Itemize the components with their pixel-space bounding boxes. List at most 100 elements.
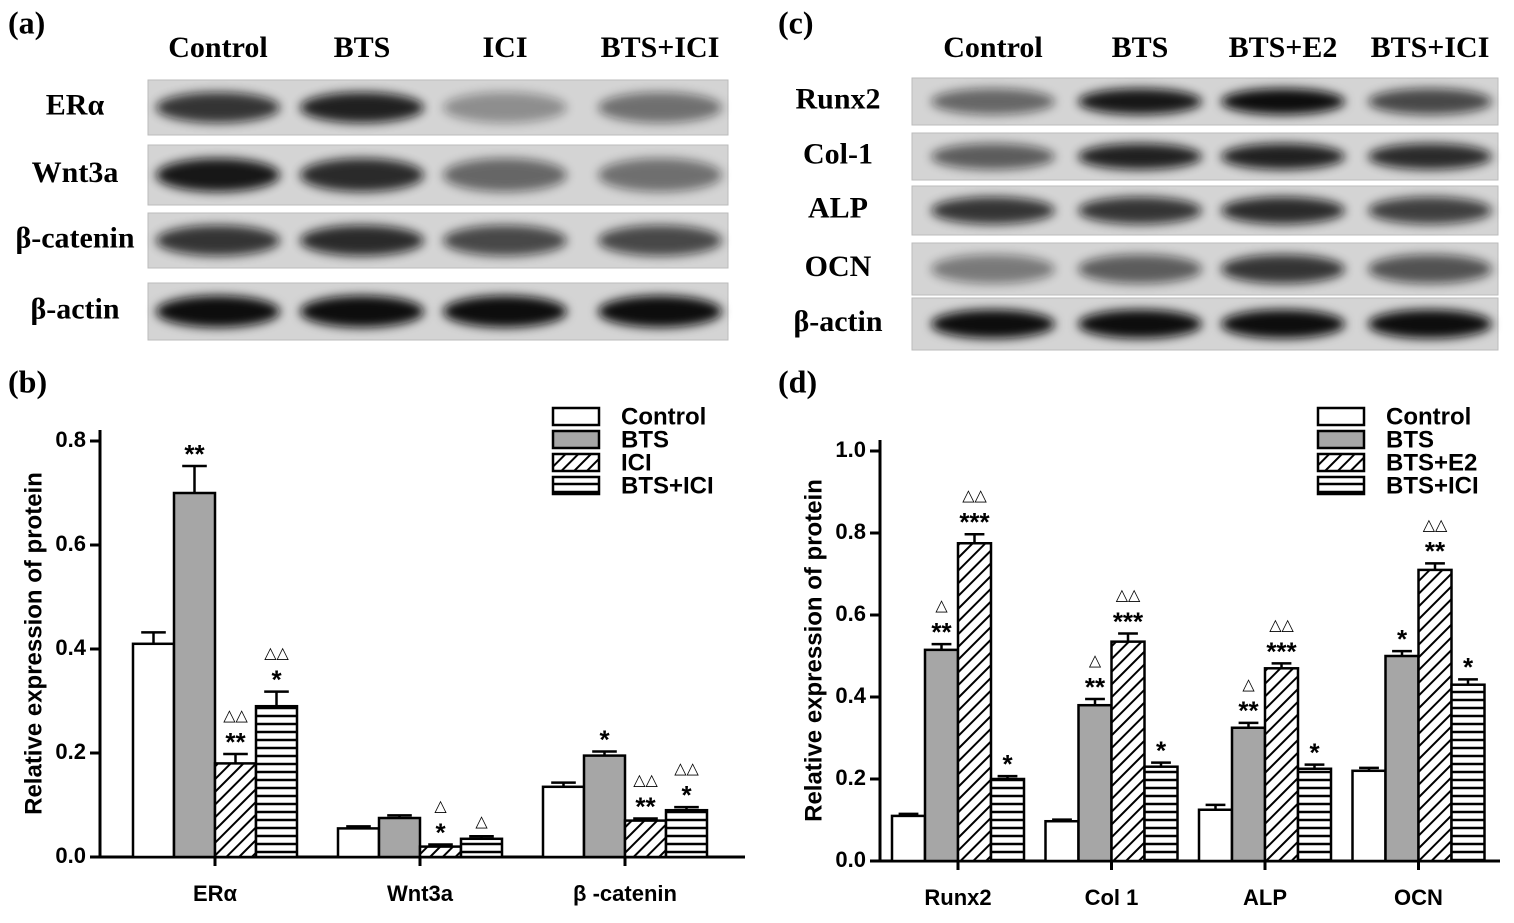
blot-band — [1078, 143, 1202, 170]
y-axis-label: Relative expression of protein — [20, 472, 47, 815]
legend-label: Control — [621, 403, 706, 430]
legend-swatch — [551, 406, 601, 427]
legend-swatch — [1316, 429, 1366, 450]
y-tick-label: 0.8 — [55, 427, 86, 452]
legend-label: BTS+E2 — [1386, 449, 1477, 476]
bar — [1384, 654, 1420, 863]
bar — [1263, 667, 1300, 863]
blot-band — [1078, 88, 1202, 115]
lane-label: Control — [943, 31, 1042, 64]
triangle-mark: △ — [1242, 674, 1255, 693]
bar — [1143, 765, 1179, 863]
legend-swatch — [1316, 452, 1366, 473]
row-label: Wnt3a — [32, 156, 119, 189]
row-label: ALP — [808, 191, 868, 224]
lane-label: BTS — [1112, 31, 1169, 64]
legend-label: BTS — [1386, 426, 1434, 453]
significance: ** — [184, 439, 205, 469]
bar — [459, 837, 504, 859]
significance: ** — [931, 617, 952, 647]
blot-band — [598, 225, 722, 256]
panel-label: (a) — [8, 4, 45, 40]
legend-label: ICI — [621, 449, 652, 476]
x-tick-label: OCN — [1394, 885, 1443, 910]
triangle-mark: △ — [1089, 651, 1102, 670]
x-tick-label: Wnt3a — [387, 881, 454, 906]
panel-label: (c) — [778, 4, 814, 40]
x-tick-label: Col 1 — [1085, 885, 1139, 910]
y-axis-label: Relative expression of protein — [800, 479, 827, 822]
blot-band — [1221, 143, 1345, 170]
blot-band — [443, 92, 567, 123]
triangle-mark: △ — [475, 812, 488, 831]
blot-band — [931, 196, 1055, 225]
bar — [1077, 703, 1113, 863]
bar — [1417, 568, 1453, 863]
legend-label: BTS — [621, 426, 669, 453]
y-tick-label: 0.0 — [55, 843, 86, 868]
blot-band — [1368, 88, 1492, 115]
row-label: OCN — [805, 250, 872, 283]
bar — [1110, 640, 1146, 863]
significance: * — [271, 665, 282, 695]
row-label: β-actin — [30, 292, 119, 325]
row-label: Runx2 — [795, 82, 880, 115]
row-label: ERα — [46, 88, 105, 121]
y-tick-label: 0.4 — [835, 683, 866, 708]
bar — [172, 491, 217, 859]
legend-label: BTS+ICI — [621, 472, 714, 499]
legend-swatch — [551, 475, 601, 496]
y-tick-label: 1.0 — [835, 437, 866, 462]
blot-band — [156, 92, 280, 123]
bar — [664, 808, 709, 859]
blot-band — [931, 309, 1055, 339]
y-tick-label: 0.2 — [55, 739, 86, 764]
y-tick-label: 0.8 — [835, 519, 866, 544]
significance: ** — [225, 727, 246, 757]
legend-label: BTS+ICI — [1386, 472, 1479, 499]
blot-band — [156, 225, 280, 256]
bar — [254, 704, 299, 859]
legend-label: Control — [1386, 403, 1471, 430]
lane-label: Control — [168, 31, 267, 64]
x-tick-label: ERα — [193, 881, 238, 906]
bar — [1044, 819, 1080, 863]
bar — [336, 827, 381, 859]
lane-label: BTS+E2 — [1229, 31, 1338, 64]
triangle-mark: △△ — [264, 643, 289, 662]
blot-band — [931, 143, 1055, 170]
legend-swatch — [551, 429, 601, 450]
significance: * — [1002, 749, 1013, 779]
blot-band — [1221, 196, 1345, 225]
significance: ** — [635, 791, 656, 821]
y-tick-label: 0.4 — [55, 635, 86, 660]
lane-label: BTS+ICI — [601, 31, 720, 64]
significance: * — [599, 724, 610, 754]
bar — [890, 814, 927, 863]
row-label: Col-1 — [803, 137, 873, 170]
significance: ** — [1238, 696, 1259, 726]
blot-band — [931, 254, 1055, 284]
triangle-mark: △△ — [223, 706, 248, 725]
triangle-mark: △ — [434, 796, 447, 815]
blot-band — [598, 295, 722, 328]
triangle-mark: △△ — [962, 486, 987, 505]
significance: * — [435, 817, 446, 847]
blot-band — [300, 158, 424, 192]
panel-label: (b) — [8, 363, 47, 399]
panel-label: (d) — [778, 363, 817, 399]
triangle-mark: △△ — [1269, 615, 1294, 634]
bar — [956, 542, 993, 863]
y-tick-label: 0.0 — [835, 847, 866, 872]
bar — [1197, 808, 1234, 863]
bar — [541, 785, 586, 859]
significance: * — [1156, 735, 1167, 765]
blot-band — [1368, 309, 1492, 339]
blot-band — [156, 295, 280, 328]
blot-band — [1078, 254, 1202, 284]
blot-band — [443, 295, 567, 328]
blot-band — [1368, 196, 1492, 225]
significance: * — [1397, 624, 1408, 654]
x-tick-label: β -catenin — [573, 881, 677, 906]
bar — [989, 777, 1026, 863]
